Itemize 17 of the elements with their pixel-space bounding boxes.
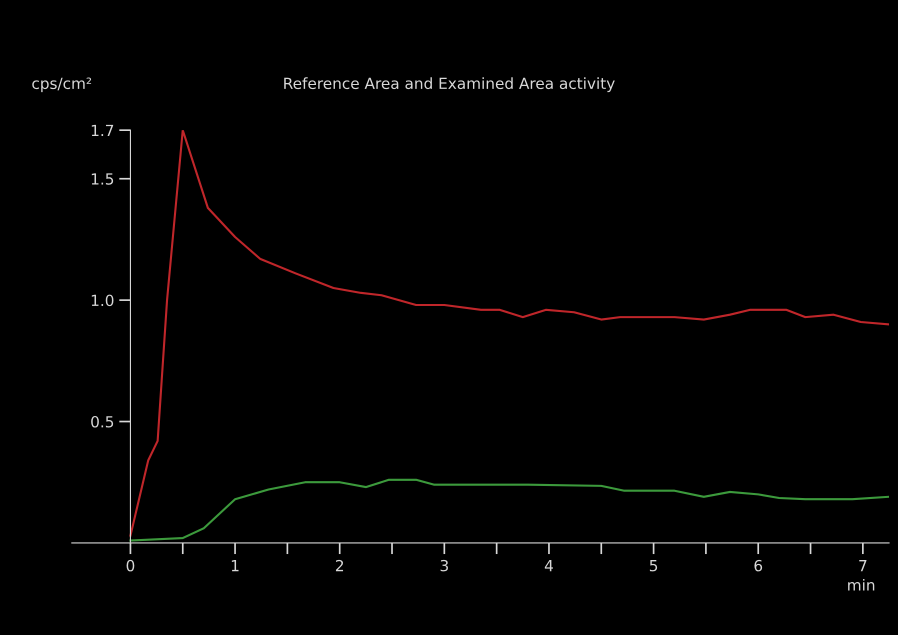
y-tick-label: 1.5 xyxy=(92,173,114,185)
x-tick-label: 5 xyxy=(650,560,658,572)
y-tick-label: 1.0 xyxy=(92,294,114,306)
x-tick-label: 2 xyxy=(336,560,344,572)
chart-title: Reference Area and Examined Area activity xyxy=(284,77,615,92)
x-axis-title: min xyxy=(848,578,874,591)
line-series xyxy=(129,478,890,542)
y-tick-label: 0.5 xyxy=(91,416,114,428)
x-tick-label: 6 xyxy=(754,560,762,572)
x-tick-label: 0 xyxy=(126,560,134,572)
x-tick-label: 7 xyxy=(859,560,866,572)
y-axis-title: cps/cm² xyxy=(32,78,92,92)
line-series xyxy=(129,130,890,537)
y-tick-label: 1.7 xyxy=(92,124,114,136)
x-tick-label: 1 xyxy=(232,560,239,572)
x-tick-label: 3 xyxy=(440,560,448,572)
x-tick-label: 4 xyxy=(544,560,553,572)
